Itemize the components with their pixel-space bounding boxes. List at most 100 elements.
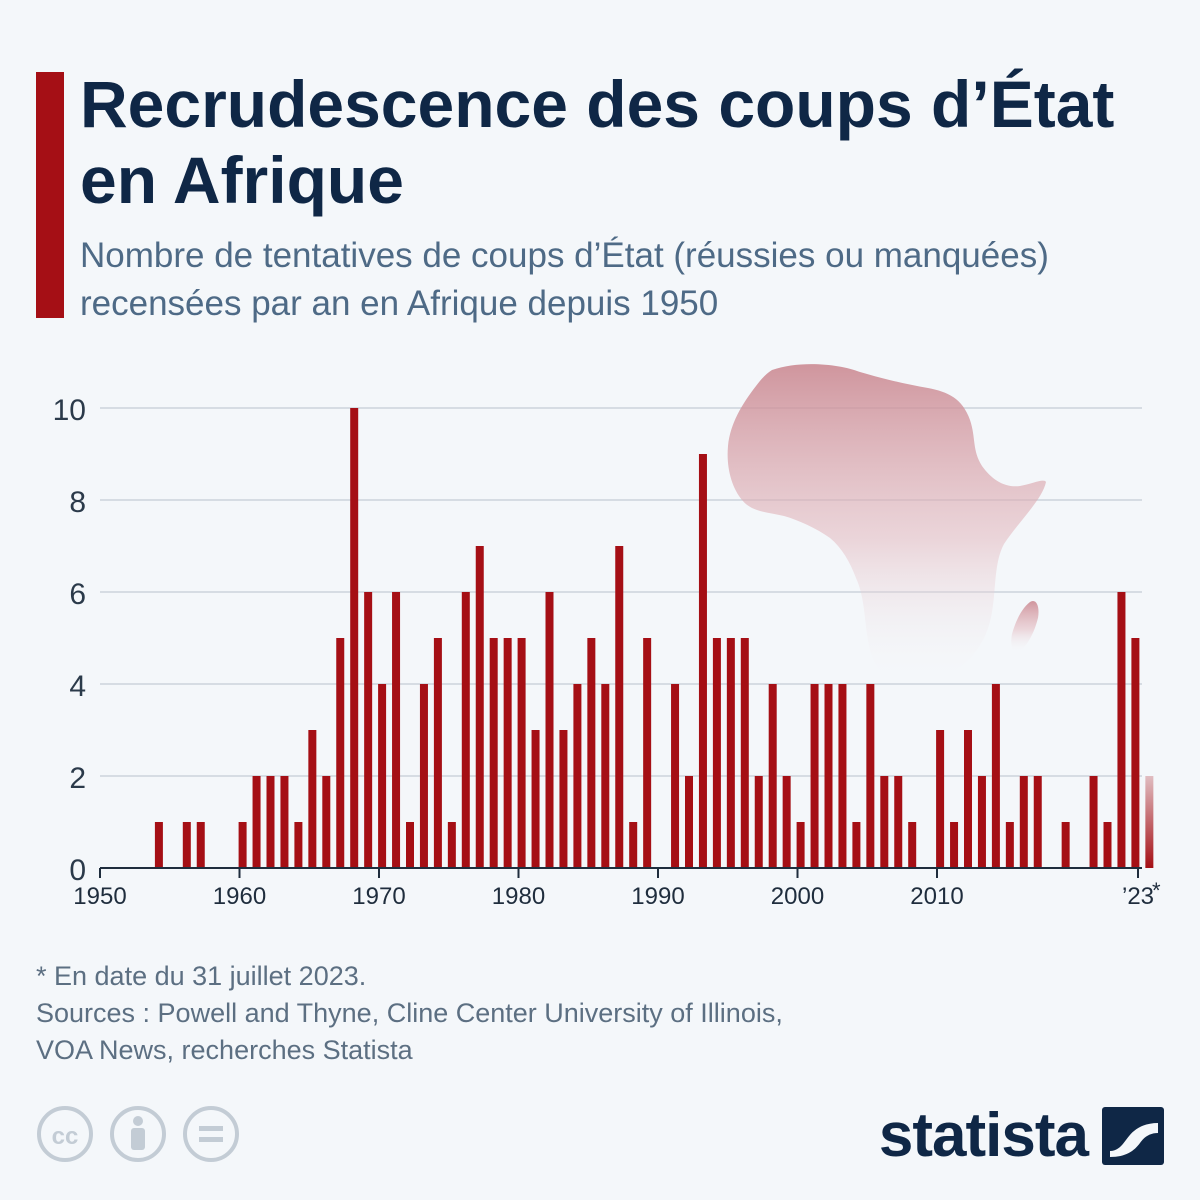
bar: [768, 684, 777, 868]
svg-text:cc: cc: [52, 1123, 79, 1150]
license-icons: cc: [37, 1106, 239, 1162]
bar: [629, 822, 638, 868]
statista-logo-icon: [1102, 1106, 1164, 1165]
bar: [559, 730, 568, 868]
bar: [685, 776, 693, 868]
bar: [364, 592, 373, 868]
title-accent-bar: [36, 72, 64, 318]
sources-line-1: Sources : Powell and Thyne, Cline Center…: [36, 998, 783, 1028]
bar: [796, 822, 805, 868]
madagascar-icon: [1011, 600, 1039, 653]
bar: [852, 822, 861, 868]
sources-line-2: VOA News, recherches Statista: [36, 1035, 413, 1065]
bar: [698, 454, 707, 868]
bar: [406, 822, 414, 868]
bar: [350, 408, 359, 868]
no-derivatives-icon[interactable]: [183, 1106, 239, 1162]
bar: [489, 638, 498, 868]
bar: [1005, 822, 1014, 868]
bar: [754, 776, 763, 868]
statista-logo[interactable]: statista: [879, 1100, 1164, 1171]
bar: [866, 684, 875, 868]
africa-map-icon: [727, 364, 1046, 684]
bar: [182, 822, 191, 868]
bar: [601, 684, 610, 868]
chart-title: Recrudescence des coups d’État en Afriqu…: [80, 67, 1115, 217]
bar: [712, 638, 721, 868]
bar: [1117, 592, 1126, 868]
bar: [378, 684, 387, 868]
footnote: * En date du 31 juillet 2023. Sources : …: [36, 958, 936, 1069]
bar: [643, 638, 652, 868]
bar: [838, 684, 847, 868]
x-tick-label: ’23: [1122, 883, 1154, 910]
x-tick-label: 1990: [631, 883, 684, 910]
x-tick-label: 1950: [73, 883, 126, 910]
bar: [950, 822, 959, 868]
bar: [1103, 822, 1112, 868]
cc-icon[interactable]: cc: [37, 1106, 93, 1162]
y-tick-label: 2: [69, 762, 86, 795]
bar: [196, 822, 205, 868]
x-tick-label: 1960: [213, 883, 266, 910]
bar: [573, 684, 582, 868]
bar: [977, 776, 986, 868]
bar: [461, 592, 470, 868]
bar: [322, 776, 331, 868]
bar: [587, 638, 596, 868]
bar: [810, 684, 819, 868]
bar: [419, 684, 428, 868]
bar: [1033, 776, 1042, 868]
y-tick-label: 10: [53, 394, 86, 427]
bar: [1061, 822, 1070, 868]
y-tick-label: 6: [69, 578, 86, 611]
bar: [726, 638, 735, 868]
bar: [1131, 638, 1140, 868]
bar: [503, 638, 512, 868]
bar: [475, 546, 484, 868]
attribution-icon[interactable]: [110, 1106, 166, 1162]
bar: [1145, 776, 1154, 868]
x-tick-label: 2000: [771, 883, 824, 910]
bar: [252, 776, 261, 868]
bar: [280, 776, 289, 868]
bar: [894, 776, 903, 868]
bar: [517, 638, 526, 868]
x-axis: 1950 1960 1970 1980 1990 2000 2010 ’23*: [73, 867, 1161, 910]
bar: [880, 776, 889, 868]
bar: [964, 730, 972, 868]
x-tick-footnote-marker: *: [1152, 878, 1161, 903]
bar: [447, 822, 456, 868]
bar: [238, 822, 247, 868]
bar: [531, 730, 540, 868]
date-note: * En date du 31 juillet 2023.: [36, 961, 367, 991]
brand-name: statista: [878, 1101, 1089, 1170]
bar: [1089, 776, 1098, 868]
bar: [615, 546, 624, 868]
bar: [308, 730, 317, 868]
bar: [908, 822, 917, 868]
bar: [266, 776, 275, 868]
x-tick-label: 1980: [492, 883, 545, 910]
x-tick-label: 2010: [910, 883, 963, 910]
bar: [991, 684, 1000, 868]
bar: [336, 638, 345, 868]
bar: [824, 684, 833, 868]
bar: [154, 822, 163, 868]
bar: [740, 638, 749, 868]
bar: [782, 776, 791, 868]
y-tick-label: 8: [69, 486, 86, 519]
bar: [936, 730, 945, 868]
bar: [545, 592, 554, 868]
bar: [671, 684, 680, 868]
bar: [1019, 776, 1028, 868]
chart-subtitle: Nombre de tentatives de coups d’État (ré…: [80, 236, 1049, 323]
y-tick-label: 4: [69, 670, 86, 703]
y-axis-ticks: 0 2 4 6 8 10: [53, 394, 86, 887]
bars: [154, 408, 1154, 868]
y-tick-label: 0: [69, 854, 86, 887]
x-tick-label: 1970: [352, 883, 405, 910]
bar: [294, 822, 303, 868]
bar: [392, 592, 401, 868]
